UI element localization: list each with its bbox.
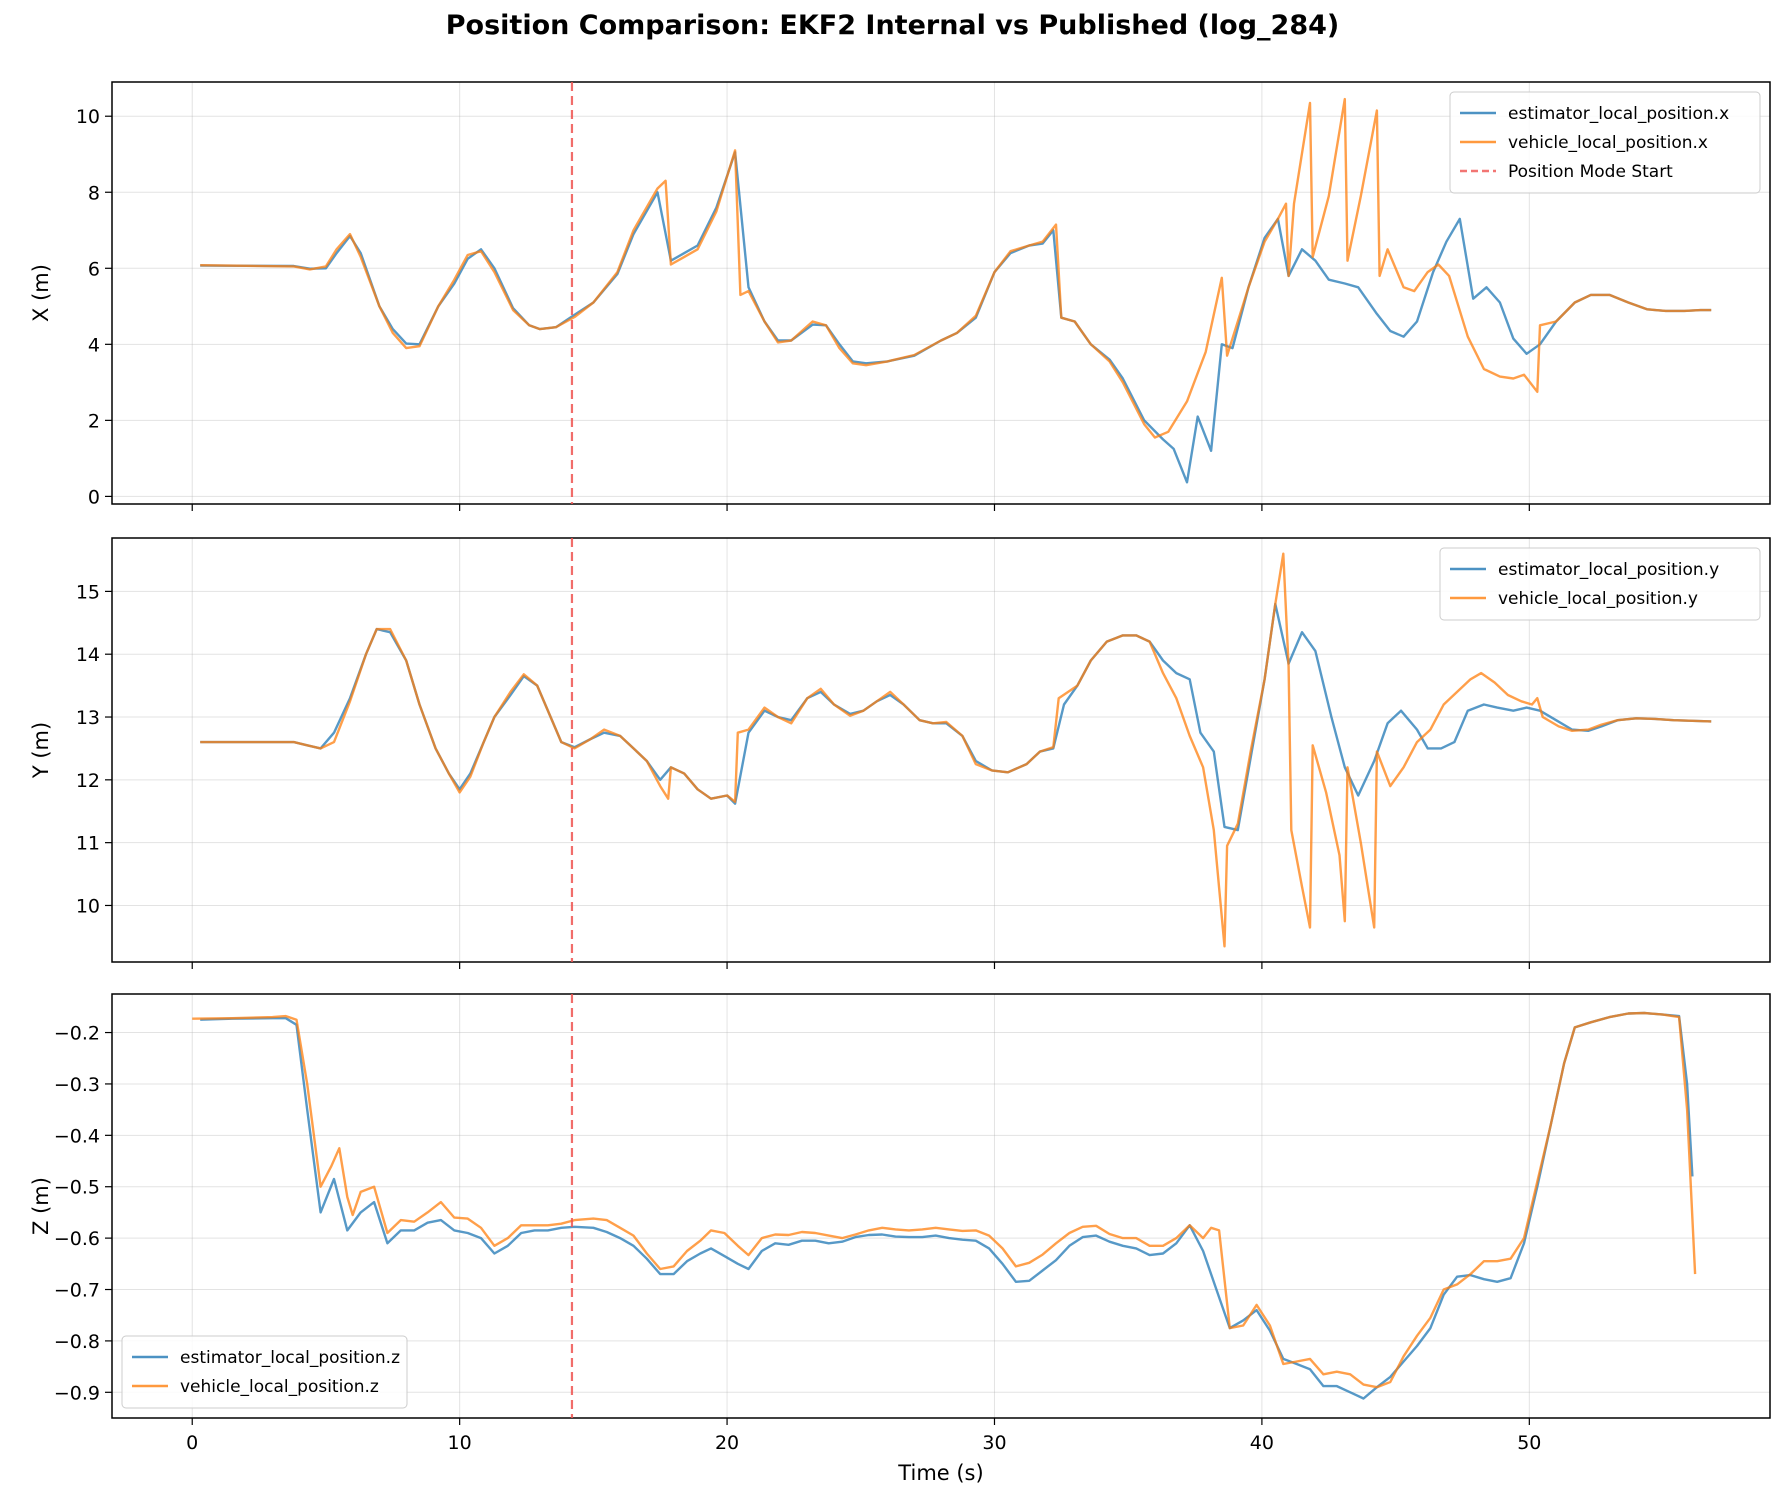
panel-3-x-tick-label: 0	[186, 1432, 198, 1454]
panel-1-series-vehicle	[200, 97, 1712, 439]
panel-3-x-tick-label: 50	[1517, 1432, 1541, 1454]
panel-1-legend-label: Position Mode Start	[1508, 162, 1673, 182]
panel-2-series-vehicle	[200, 552, 1712, 948]
panel-3-legend-box	[121, 1335, 408, 1409]
panel-3-x-tick-label: 10	[448, 1432, 472, 1454]
panel-2-legend-box	[1439, 547, 1761, 621]
panel-1-y-axis-label: X (m)	[29, 264, 53, 322]
panel-1-series-estimator	[200, 151, 1712, 484]
panel-3-y-tick-label: −0.5	[54, 1177, 100, 1199]
panel-1-y-tick-label: 10	[76, 106, 100, 128]
chart-title: Position Comparison: EKF2 Internal vs Pu…	[445, 10, 1340, 41]
x-axis-label: Time (s)	[897, 1461, 983, 1485]
panel-2-y-tick-label: 12	[76, 770, 100, 792]
panel-1-y-tick-label: 2	[88, 410, 100, 432]
panel-1-legend-box	[1449, 91, 1761, 194]
panel-3-y-tick-label: −0.9	[54, 1382, 100, 1404]
panel-1-y-tick-label: 8	[88, 182, 100, 204]
panel-1-legend-label: estimator_local_position.x	[1508, 104, 1729, 124]
panel-2-y-tick-label: 15	[76, 581, 100, 603]
panel-3-legend-label: vehicle_local_position.z	[180, 1377, 379, 1397]
panel-1-y-tick-label: 6	[88, 258, 100, 280]
panel-3-y-axis-label: Z (m)	[29, 1177, 53, 1235]
panel-2-y-axis-label: Y (m)	[29, 722, 53, 779]
panel-2-y-tick-label: 11	[76, 833, 100, 855]
panel-1-y-tick-label: 0	[88, 486, 100, 508]
panel-2-y-tick-label: 13	[76, 707, 100, 729]
panel-2-axes-frame	[111, 537, 1771, 963]
panel-2-legend-label: vehicle_local_position.y	[1498, 589, 1698, 609]
panel-3-x-tick-label: 40	[1250, 1432, 1274, 1454]
panel-1-y-tick-label: 4	[88, 334, 100, 356]
panel-3-y-tick-label: −0.4	[54, 1125, 100, 1147]
panel-3-legend-label: estimator_local_position.z	[180, 1348, 400, 1368]
panel-3-y-tick-label: −0.7	[54, 1280, 100, 1302]
panel-3-y-tick-label: −0.2	[54, 1023, 100, 1045]
panel-2-series-estimator	[200, 602, 1712, 832]
panel-3-x-tick-label: 20	[715, 1432, 739, 1454]
panel-3-y-tick-label: −0.8	[54, 1331, 100, 1353]
panel-3-axes-frame	[111, 993, 1771, 1419]
panel-1-legend-label: vehicle_local_position.x	[1508, 133, 1708, 153]
panel-3-y-tick-label: −0.3	[54, 1074, 100, 1096]
panel-2-legend-label: estimator_local_position.y	[1498, 560, 1719, 580]
panel-3-x-tick-label: 30	[982, 1432, 1006, 1454]
panel-3-y-tick-label: −0.6	[54, 1228, 100, 1250]
panel-1-axes-frame	[111, 81, 1771, 505]
panel-2-y-tick-label: 14	[76, 644, 100, 666]
panel-2-y-tick-label: 10	[76, 895, 100, 917]
panel-3-series-vehicle	[192, 1011, 1697, 1389]
panel-3-series-estimator	[200, 1011, 1694, 1400]
